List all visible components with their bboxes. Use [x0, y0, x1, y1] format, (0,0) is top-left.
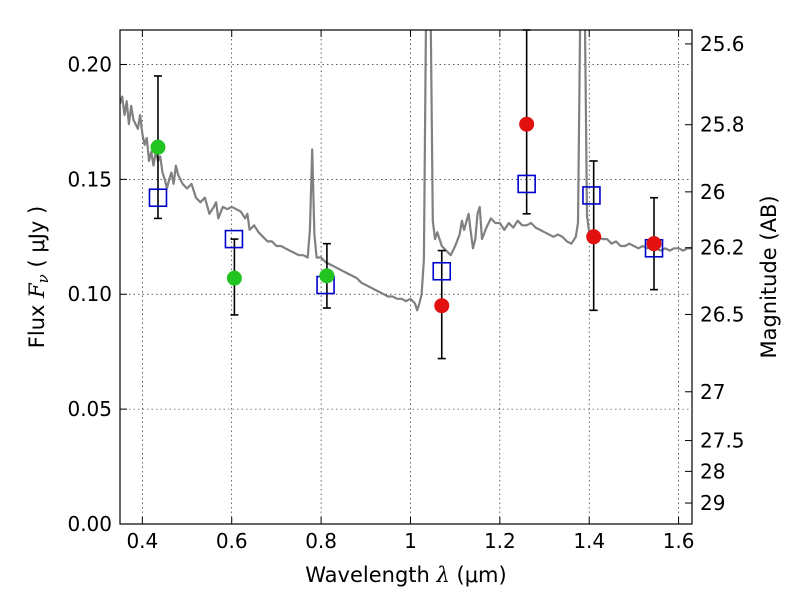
- observed-flux-point: [434, 298, 450, 314]
- y-tick-label: 0.05: [67, 397, 112, 421]
- model-flux-square: [582, 186, 601, 205]
- x-tick-label: 1.4: [573, 529, 605, 553]
- y2-tick-label: 27.5: [700, 429, 745, 453]
- observed-flux-point: [150, 139, 166, 155]
- model-flux-square: [148, 188, 168, 208]
- ticks: 0.4 0.6 0.8 1 1.2 1.4 1.6 0.00 0.05 0.10 0.15 0.20 2…: [67, 30, 745, 553]
- observed-flux-point: [646, 236, 662, 252]
- x-tick-label: 0.6: [216, 529, 248, 553]
- x-tick-label: 1.2: [484, 529, 516, 553]
- y-tick-label: 0.20: [67, 52, 112, 76]
- observed-flux-point: [586, 229, 602, 245]
- y2-tick-label: 29: [700, 491, 725, 515]
- x-tick-label: 0.4: [126, 529, 158, 553]
- y-tick-label: 0.10: [67, 282, 112, 306]
- model-flux-square: [517, 174, 536, 194]
- y2-tick-label: 25.6: [700, 32, 745, 56]
- x-tick-label: 1: [404, 529, 417, 553]
- y2-axis-label: Magnitude (AB): [757, 195, 781, 358]
- y2-tick-label: 28: [700, 459, 725, 483]
- model-flux-square: [224, 229, 244, 249]
- model-spectrum-line: [120, 30, 692, 312]
- y2-tick-label: 25.8: [700, 113, 745, 137]
- y2-tick-label: 26.5: [700, 302, 745, 326]
- x-tick-label: 1.6: [663, 529, 695, 553]
- y2-tick-label: 27: [700, 380, 725, 404]
- y2-tick-label: 26: [700, 180, 725, 204]
- observed-flux-point: [319, 268, 335, 284]
- data-layer: [120, 30, 692, 312]
- y-tick-label: 0.00: [67, 512, 112, 536]
- y2-tick-label: 26.2: [700, 236, 745, 260]
- grid: [120, 30, 692, 524]
- x-axis-label: Wavelength λ (μm): [305, 563, 506, 587]
- y-tick-label: 0.15: [67, 167, 112, 191]
- observed-flux-point: [226, 270, 242, 286]
- plot-frame: [119, 29, 693, 525]
- observed-flux-point: [519, 116, 535, 132]
- model-flux-square: [432, 261, 452, 281]
- x-tick-label: 0.8: [305, 529, 337, 553]
- markers: [148, 116, 664, 314]
- y-axis-label: Flux Fν ( μJy ): [25, 206, 52, 348]
